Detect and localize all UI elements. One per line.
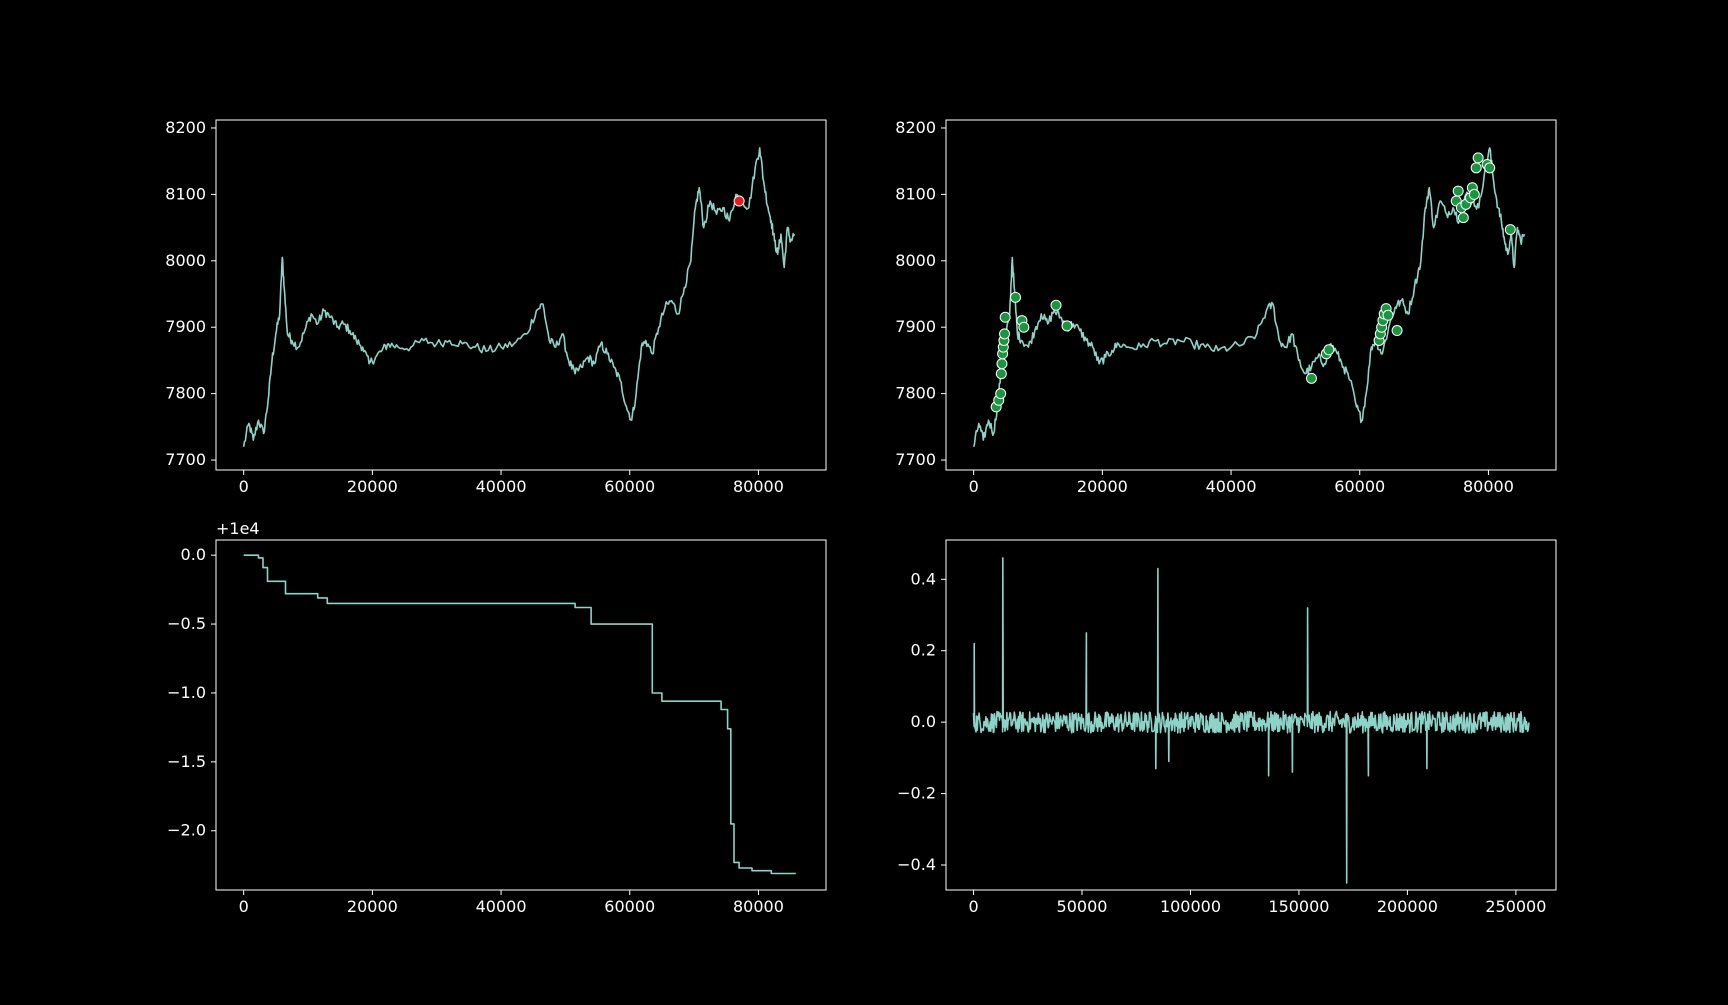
x-tick-label: 20000	[347, 477, 398, 496]
axes-frame	[215, 539, 827, 891]
signal-marker	[995, 368, 1007, 380]
y-tick-label: 8200	[165, 118, 206, 137]
signal-marker	[1009, 291, 1021, 303]
axes-frame	[945, 119, 1557, 471]
y-tick-label: 8100	[895, 184, 936, 203]
x-tick-label: 50000	[1057, 897, 1108, 916]
signal-marker	[1305, 372, 1317, 384]
signal-marker	[1472, 152, 1484, 164]
series-line	[972, 147, 1526, 448]
x-tick-label: 60000	[604, 897, 655, 916]
signal-marker	[995, 388, 1007, 400]
axes-frame	[945, 539, 1557, 891]
y-tick-label: 8200	[895, 118, 936, 137]
signal-marker	[996, 358, 1008, 370]
returns-chart-panel: 0 50000 100000 150000 200000 250000 0.4 0.2 0.0 −…	[897, 539, 1557, 916]
y-tick-label: 7700	[165, 450, 206, 469]
signal-chart-panel: 0 20000 40000 60000 80000 7700 7800 7900 8000 810…	[895, 118, 1557, 496]
y-tick-label: −1.0	[167, 683, 206, 702]
x-tick-label: 100000	[1160, 897, 1221, 916]
signal-marker	[1452, 185, 1464, 197]
y-tick-label: 8000	[165, 251, 206, 270]
series-line	[972, 557, 1530, 884]
signal-marker	[1457, 212, 1469, 224]
y-tick-label: −0.2	[897, 784, 936, 803]
signal-marker	[999, 311, 1011, 323]
signal-marker	[1061, 320, 1073, 332]
x-tick-label: 0	[968, 897, 978, 916]
signal-marker	[1504, 224, 1516, 236]
x-tick-label: 60000	[604, 477, 655, 496]
y-tick-label: −0.4	[897, 855, 936, 874]
y-tick-label: 7700	[895, 450, 936, 469]
x-tick-label: 60000	[1334, 477, 1385, 496]
y-tick-label: −2.0	[167, 821, 206, 840]
x-tick-label: 80000	[733, 897, 784, 916]
signal-marker	[1391, 325, 1403, 337]
y-tick-label: 0.4	[911, 569, 936, 588]
series-line	[243, 554, 796, 875]
y-tick-label: 7800	[165, 384, 206, 403]
x-tick-label: 80000	[733, 477, 784, 496]
signal-marker	[1018, 321, 1030, 333]
y-tick-label: 0.2	[911, 641, 936, 660]
x-tick-label: 200000	[1377, 897, 1438, 916]
x-tick-label: 20000	[347, 897, 398, 916]
axes-frame	[215, 119, 827, 471]
y-tick-label: 7800	[895, 384, 936, 403]
x-tick-label: 0	[969, 477, 979, 496]
y-tick-label: 0.0	[911, 712, 936, 731]
signal-marker	[733, 195, 745, 207]
x-tick-label: 20000	[1077, 477, 1128, 496]
x-tick-label: 40000	[476, 477, 527, 496]
cumulative-chart-panel: 0 20000 40000 60000 80000 0.0 −0.5 −1.0 −1.5 −2.0…	[167, 519, 827, 916]
x-tick-label: 40000	[1206, 477, 1257, 496]
axis-offset-label: +1e4	[216, 519, 260, 538]
signal-marker	[1050, 299, 1062, 311]
x-tick-label: 250000	[1485, 897, 1546, 916]
y-tick-label: −0.5	[167, 614, 206, 633]
x-tick-label: 0	[239, 477, 249, 496]
signal-marker	[1382, 309, 1394, 321]
x-tick-label: 40000	[476, 897, 527, 916]
signal-marker	[1484, 162, 1496, 174]
series-line	[242, 147, 796, 447]
price-chart-panel: 0 20000 40000 60000 80000 7700 7800 7900 8000 810…	[165, 118, 827, 496]
signal-marker	[1468, 188, 1480, 200]
x-tick-label: 150000	[1268, 897, 1329, 916]
x-tick-label: 80000	[1463, 477, 1514, 496]
y-tick-label: −1.5	[167, 752, 206, 771]
y-tick-label: 8100	[165, 184, 206, 203]
y-tick-label: 7900	[165, 317, 206, 336]
y-tick-label: 8000	[895, 251, 936, 270]
signal-marker	[1323, 344, 1335, 356]
y-tick-label: 0.0	[181, 545, 206, 564]
signal-marker	[1470, 162, 1482, 174]
x-tick-label: 0	[239, 897, 249, 916]
y-tick-label: 7900	[895, 317, 936, 336]
signal-marker	[999, 328, 1011, 340]
